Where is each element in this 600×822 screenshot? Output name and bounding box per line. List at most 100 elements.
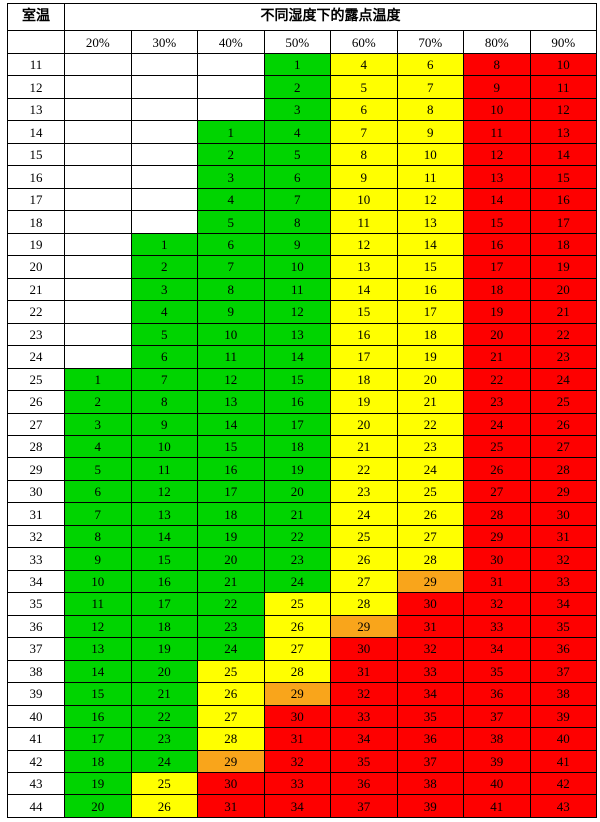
dew-point-cell: 8 xyxy=(463,52,531,77)
dew-point-cell: 4 xyxy=(64,434,132,459)
dew-point-cell: 7 xyxy=(130,367,198,392)
dew-point-cell: 23 xyxy=(130,727,198,751)
dew-point-cell: 28 xyxy=(263,659,331,684)
room-temp-label: 25 xyxy=(7,367,65,392)
dew-point-table: 室温 不同湿度下的露点温度 20% 30% 40% 50% 60% 70% 80% 90% 1… xyxy=(7,3,597,818)
table-row-temp-34: 34 10 16 21 24 27 29 31 33 xyxy=(7,569,597,594)
dew-point-cell xyxy=(64,300,132,324)
dew-point-cell xyxy=(64,75,132,99)
dew-point-cell: 30 xyxy=(263,704,331,729)
dew-point-cell: 22 xyxy=(263,524,331,549)
dew-point-cell: 34 xyxy=(529,592,597,616)
dew-point-cell: 17 xyxy=(263,412,331,436)
dew-point-cell: 8 xyxy=(197,277,265,302)
dew-point-cell: 1 xyxy=(64,367,132,392)
dew-point-cell: 37 xyxy=(396,749,464,774)
table-row-temp-17: 17 4 7 10 12 14 16 xyxy=(7,187,597,212)
dew-point-cell: 11 xyxy=(330,210,398,234)
dew-point-cell: 32 xyxy=(396,637,464,661)
room-temp-label: 20 xyxy=(7,255,65,279)
humidity-header-row: 20% 30% 40% 50% 60% 70% 80% 90% xyxy=(7,30,597,54)
dew-point-cell: 14 xyxy=(197,412,265,436)
table-row-temp-25: 25 1 7 12 15 18 20 22 24 xyxy=(7,367,597,392)
dew-point-cell: 17 xyxy=(330,345,398,369)
dew-point-cell: 41 xyxy=(463,794,531,818)
dew-point-cell: 11 xyxy=(463,120,531,144)
dew-point-cell: 39 xyxy=(396,794,464,818)
room-temp-label: 44 xyxy=(7,794,65,818)
dew-point-cell: 2 xyxy=(64,390,132,414)
table-row-temp-26: 26 2 8 13 16 19 21 23 25 xyxy=(7,390,597,414)
dew-point-cell: 25 xyxy=(396,479,464,504)
dew-point-cell: 37 xyxy=(529,659,597,684)
dew-point-cell: 15 xyxy=(463,210,531,234)
humidity-header-90pct: 90% xyxy=(529,30,597,54)
dew-point-cell: 2 xyxy=(197,142,265,167)
dew-point-cell: 4 xyxy=(130,300,198,324)
dew-point-cell: 28 xyxy=(529,457,597,481)
dew-point-cell: 11 xyxy=(64,592,132,616)
dew-point-cell: 13 xyxy=(197,390,265,414)
dew-point-cell xyxy=(130,75,198,99)
dew-point-cell: 30 xyxy=(396,592,464,616)
dew-point-cell: 13 xyxy=(529,120,597,144)
dew-point-cell: 28 xyxy=(330,592,398,616)
humidity-header-40pct: 40% xyxy=(197,30,265,54)
dew-point-cell: 10 xyxy=(529,52,597,77)
room-temp-label: 13 xyxy=(7,97,65,122)
dew-point-cell: 31 xyxy=(463,569,531,594)
dew-point-cell: 14 xyxy=(463,187,531,212)
dew-point-cell xyxy=(64,210,132,234)
dew-point-cell: 22 xyxy=(130,704,198,729)
dew-point-cell: 34 xyxy=(330,727,398,751)
dew-point-cell: 35 xyxy=(529,614,597,639)
dew-point-cell: 8 xyxy=(263,210,331,234)
table-row-temp-37: 37 13 19 24 27 30 32 34 36 xyxy=(7,637,597,661)
dew-point-cell: 43 xyxy=(529,794,597,818)
dew-point-cell: 14 xyxy=(64,659,132,684)
dew-point-cell: 34 xyxy=(263,794,331,818)
dew-point-cell: 6 xyxy=(330,97,398,122)
dew-point-cell: 23 xyxy=(197,614,265,639)
dew-point-cell: 15 xyxy=(263,367,331,392)
dew-point-cell: 13 xyxy=(130,502,198,526)
dew-point-cell: 10 xyxy=(130,434,198,459)
dew-point-cell: 17 xyxy=(64,727,132,751)
table-row-temp-18: 18 5 8 11 13 15 17 xyxy=(7,210,597,234)
dew-point-cell: 35 xyxy=(396,704,464,729)
table-row-temp-24: 24 6 11 14 17 19 21 23 xyxy=(7,345,597,369)
table-row-temp-22: 22 4 9 12 15 17 19 21 xyxy=(7,300,597,324)
table-row-temp-39: 39 15 21 26 29 32 34 36 38 xyxy=(7,682,597,706)
dew-point-cell: 25 xyxy=(263,592,331,616)
dew-point-cell: 9 xyxy=(64,547,132,571)
dew-point-cell xyxy=(130,187,198,212)
dew-point-cell: 2 xyxy=(263,75,331,99)
dew-point-cell: 36 xyxy=(529,637,597,661)
dew-point-cell: 22 xyxy=(396,412,464,436)
room-temp-label: 31 xyxy=(7,502,65,526)
table-row-temp-42: 42 18 24 29 32 35 37 39 41 xyxy=(7,749,597,774)
table-row-temp-31: 31 7 13 18 21 24 26 28 30 xyxy=(7,502,597,526)
table-row-temp-30: 30 6 12 17 20 23 25 27 29 xyxy=(7,479,597,504)
dew-point-cell: 9 xyxy=(463,75,531,99)
dew-point-cell: 33 xyxy=(263,771,331,796)
dew-point-cell xyxy=(64,187,132,212)
dew-point-cell: 28 xyxy=(396,547,464,571)
table-row-temp-32: 32 8 14 19 22 25 27 29 31 xyxy=(7,524,597,549)
dew-point-cell xyxy=(64,165,132,189)
dew-point-cell: 18 xyxy=(463,277,531,302)
dew-point-cell: 34 xyxy=(396,682,464,706)
dew-point-cell xyxy=(130,165,198,189)
dew-point-cell: 29 xyxy=(330,614,398,639)
dew-point-cell: 10 xyxy=(463,97,531,122)
room-temp-label: 18 xyxy=(7,210,65,234)
table-row-temp-23: 23 5 10 13 16 18 20 22 xyxy=(7,322,597,347)
dew-point-cell xyxy=(64,97,132,122)
dew-point-cell: 24 xyxy=(263,569,331,594)
dew-point-cell: 18 xyxy=(396,322,464,347)
dew-point-cell xyxy=(64,345,132,369)
table-row-temp-27: 27 3 9 14 17 20 22 24 26 xyxy=(7,412,597,436)
dew-point-cell: 16 xyxy=(529,187,597,212)
dew-point-cell: 34 xyxy=(463,637,531,661)
dew-point-cell: 8 xyxy=(330,142,398,167)
